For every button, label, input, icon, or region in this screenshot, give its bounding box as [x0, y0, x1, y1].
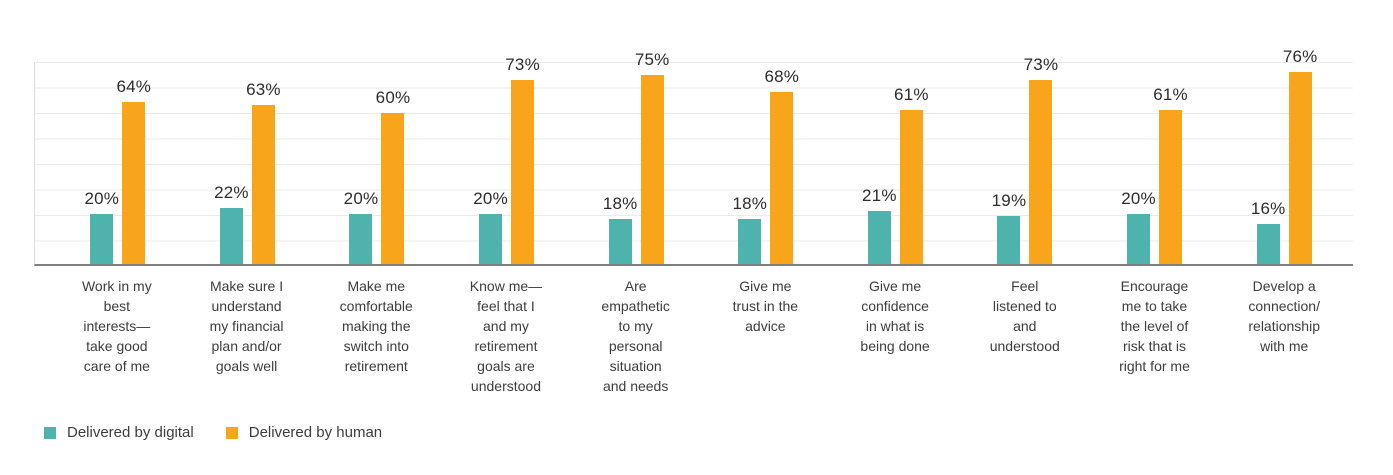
legend-swatch-human	[225, 426, 238, 439]
category-label: Give me trust in the advice	[732, 278, 799, 334]
bar-group: 22% 63%	[183, 62, 313, 264]
bar-human: 68%	[764, 67, 799, 264]
bar-value-label: 76%	[1282, 47, 1318, 67]
bar-value-label: 68%	[764, 67, 800, 87]
bar-value-label: 20%	[84, 188, 120, 208]
category-label: Encourage me to take the level of risk t…	[1119, 278, 1190, 374]
bar-value-label: 73%	[505, 54, 540, 74]
bar-value-label: 61%	[1153, 84, 1188, 104]
bar-human: 73%	[505, 55, 540, 264]
bar-group: 19% 73%	[960, 55, 1090, 264]
category-label: Know me— feel that I and my retirement g…	[469, 278, 543, 394]
bar-group: 18% 68%	[701, 62, 831, 264]
bar-human: 75%	[635, 50, 669, 264]
bar-value-label: 21%	[862, 185, 897, 205]
category-label: Give me confidence in what is being done	[860, 278, 930, 354]
bar-value-label: 20%	[473, 188, 508, 208]
legend-label-digital: Delivered by digital	[67, 424, 194, 441]
bar-value-label: 64%	[116, 77, 152, 97]
category-label: Develop a connection/ relationship with …	[1248, 278, 1320, 354]
bar-digital: 16%	[1251, 199, 1285, 264]
bar-digital: 20%	[1121, 189, 1156, 264]
bar-group: 20% 64%	[53, 62, 183, 264]
bar-value-label: 60%	[375, 87, 411, 107]
legend-item-digital: Delivered by digital	[44, 424, 194, 441]
bar-group: 20% 61%	[1090, 62, 1220, 264]
bar-digital: 22%	[214, 183, 249, 264]
bar-digital: 18%	[603, 194, 637, 264]
bar-value-label: 63%	[246, 79, 281, 99]
bar-human: 76%	[1283, 47, 1317, 264]
bar-value-label: 73%	[1023, 54, 1059, 74]
bar-group: 18% 75%	[571, 50, 701, 264]
category-label: Work in my best interests— take good car…	[81, 278, 152, 374]
bar-group: 21% 61%	[831, 62, 961, 264]
legend-label-human: Delivered by human	[248, 424, 383, 441]
bar-human: 64%	[116, 77, 151, 264]
bar-value-label: 20%	[1121, 188, 1156, 208]
bar-digital: 20%	[84, 189, 119, 264]
legend-swatch-digital	[44, 426, 56, 439]
bar-value-label: 16%	[1250, 198, 1286, 218]
bar-human: 60%	[376, 88, 410, 264]
category-axis-labels: Work in my best interests— take good car…	[52, 276, 1349, 396]
category-label: Make sure I understand my financial plan…	[209, 278, 284, 374]
bar-value-label: 61%	[894, 84, 929, 104]
category-label: Make me comfortable making the switch in…	[339, 278, 413, 374]
bar-digital: 20%	[344, 189, 378, 264]
plot-area: 20% 64% 22% 63% 20% 60% 20% 73% 18% 75% 18% 68% 21% 6…	[34, 47, 1353, 266]
bar-human: 73%	[1024, 55, 1058, 264]
bar-value-label: 20%	[343, 188, 379, 208]
bar-value-label: 75%	[634, 49, 670, 69]
bar-value-label: 18%	[602, 193, 638, 213]
bar-group: 20% 60%	[312, 62, 442, 264]
bar-digital: 18%	[732, 194, 767, 264]
bar-human: 61%	[1153, 85, 1188, 264]
bar-digital: 19%	[992, 191, 1026, 264]
category-label: Feel listened to and understood	[989, 278, 1060, 354]
legend-item-human: Delivered by human	[225, 424, 383, 441]
bar-digital: 21%	[862, 186, 896, 264]
category-label: Are empathetic to my personal situation …	[601, 278, 670, 394]
bar-human: 61%	[894, 85, 928, 264]
legend: Delivered by digital Delivered by human	[44, 424, 382, 441]
bar-digital: 20%	[473, 189, 508, 264]
bar-group: 20% 73%	[442, 55, 572, 264]
bar-human: 63%	[246, 80, 281, 264]
bar-value-label: 22%	[214, 183, 249, 203]
bar-groups-container: 20% 64% 22% 63% 20% 60% 20% 73% 18% 75% 18% 68% 21% 6…	[53, 47, 1349, 264]
bar-value-label: 18%	[732, 193, 768, 213]
bar-group: 16% 76%	[1219, 47, 1349, 264]
bar-value-label: 19%	[991, 191, 1027, 211]
